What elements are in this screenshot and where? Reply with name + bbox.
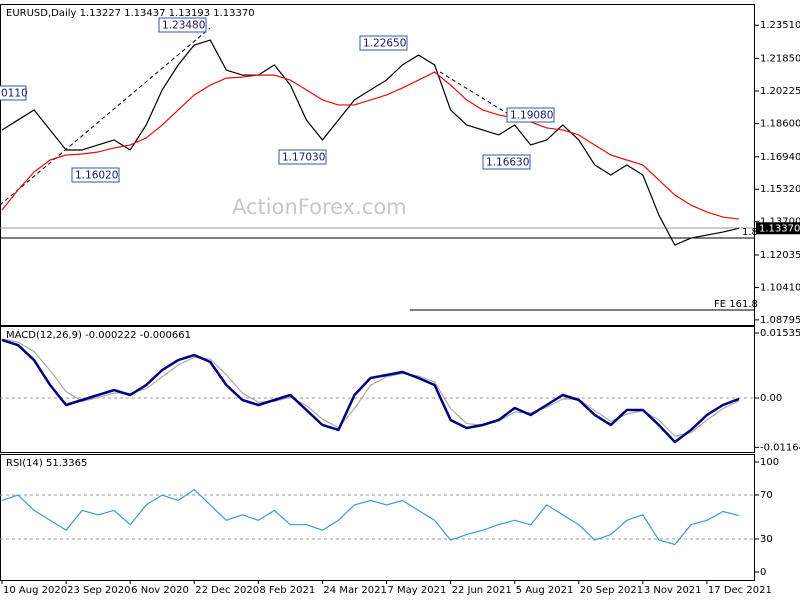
x-tick-label: 17 Dec 2021 [708, 585, 772, 596]
annotation: 1.16020 [75, 170, 118, 182]
fib-label: 1.8 [742, 227, 758, 238]
annotation-box [506, 107, 555, 123]
y-tick-label: 0 [760, 567, 766, 578]
price-label: 1.13370 [759, 223, 800, 234]
y-tick-label: 1.10410 [760, 283, 800, 294]
annotation: 1.17030 [282, 152, 325, 164]
annotations: 1.23480 1.22650 1.17030 1.16020 1.19080 … [0, 17, 555, 183]
x-tick-label: 23 Sep 2020 [67, 585, 130, 596]
y-tick-label: 1.16940 [760, 152, 800, 163]
x-tick-label: 22 Dec 2020 [195, 585, 259, 596]
y-tick-label: 0.015351 [760, 328, 800, 339]
annotation: 1.23480 [162, 20, 205, 32]
x-tick-label: 8 Feb 2021 [259, 585, 315, 596]
x-tick-label: 22 Jun 2021 [452, 585, 512, 596]
y-tick-label: 70 [760, 490, 773, 501]
rsi-panel-frame [0, 454, 755, 581]
x-tick-label: 3 Nov 2021 [644, 585, 702, 596]
x-tick-label: 24 Mar 2021 [323, 585, 386, 596]
y-tick-label: 30 [760, 534, 773, 545]
y-tick-label: 1.13700 [760, 217, 800, 228]
annotation: 1.16630 [486, 157, 529, 169]
trend-line [0, 27, 211, 206]
series-line [1, 488, 740, 546]
y-tick-label: 1.12035 [760, 250, 800, 261]
x-tick-label: 10 Aug 2020 [3, 585, 67, 596]
series-line [1, 39, 740, 246]
panel-title: MACD(12,26,9) -0.000222 -0.000661 [6, 330, 191, 341]
plot-area [0, 39, 755, 546]
macd-panel-frame [0, 326, 755, 453]
annotation-box [482, 154, 531, 170]
series-line [1, 71, 740, 220]
y-tick-label: 1.18600 [760, 119, 800, 130]
y-tick-label: -0.011644 [760, 442, 800, 453]
fe-label: FE 161.8 [714, 299, 758, 310]
y-tick-label: 100 [760, 457, 779, 468]
price-box [756, 222, 800, 235]
y-tick-label: 1.20225 [760, 86, 800, 97]
annotation-box [278, 149, 327, 165]
y-tick-label: 1.21850 [760, 53, 800, 64]
watermark: ActionForex.com [232, 195, 407, 219]
annotation: 0110 [1, 88, 28, 100]
annotation-box [359, 35, 408, 51]
annotation-box [158, 17, 207, 33]
x-tick-label: 20 Sep 2021 [580, 585, 643, 596]
y-tick-label: 0.00 [760, 393, 782, 404]
panel-title: RSI(14) 51.3365 [6, 458, 87, 469]
price-panel-frame [0, 4, 755, 326]
annotation: 1.22650 [363, 38, 406, 50]
y-tick-label: 1.08795 [760, 315, 800, 326]
x-tick-label: 5 Aug 2021 [516, 585, 574, 596]
x-tick-label: 7 May 2021 [388, 585, 447, 596]
series-line [1, 338, 740, 444]
trend-line [439, 71, 519, 121]
annotation: 1.19080 [510, 110, 553, 122]
panel-title: EURUSD,Daily 1.13227 1.13437 1.13193 1.1… [6, 8, 255, 19]
annotation-box [71, 167, 120, 183]
x-tick-label: 6 Nov 2020 [131, 585, 189, 596]
y-tick-label: 1.23510 [760, 20, 800, 31]
y-tick-label: 1.15320 [760, 184, 800, 195]
annotation-box [0, 85, 27, 101]
